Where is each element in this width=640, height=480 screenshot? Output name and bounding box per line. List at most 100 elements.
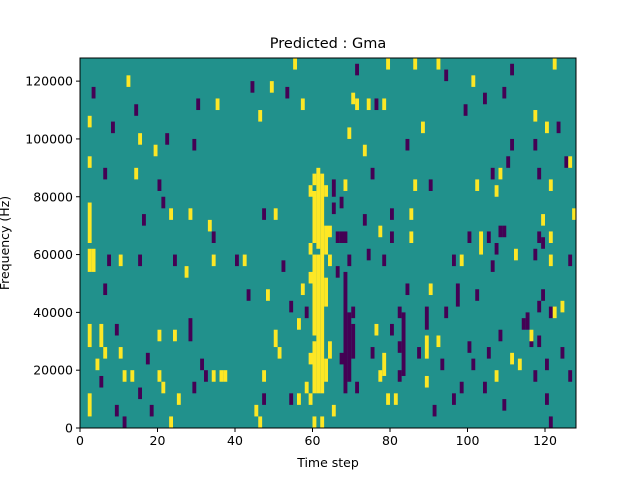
heatmap-cell-105: [328, 225, 332, 238]
heatmap-cell-167: [444, 69, 449, 82]
heatmap-cell-100: [324, 277, 329, 307]
heatmap-cell-69: [266, 289, 270, 301]
heatmap-cell-95: [316, 254, 321, 394]
heatmap-cell-144: [393, 393, 398, 405]
heatmap-cell-122: [351, 92, 356, 105]
heatmap-cell-130: [370, 167, 375, 180]
heatmap-cell-227: [552, 58, 557, 70]
heatmap-cell-154: [413, 58, 418, 70]
heatmap-cell-194: [502, 225, 507, 238]
heatmap-cell-2: [87, 248, 92, 272]
heatmap-cell-224: [548, 231, 553, 243]
heatmap-cell-92: [312, 254, 317, 336]
heatmap-cell-221: [548, 416, 553, 428]
heatmap-cell-129: [366, 248, 371, 261]
heatmap-cell-52: [207, 219, 212, 232]
heatmap-cell-174: [467, 231, 472, 243]
heatmap-cell-79: [297, 318, 301, 330]
heatmap-cell-75: [285, 86, 290, 99]
heatmap-cell-70: [269, 81, 274, 93]
y-axis-ticks: 0 20000 40000 60000 80000 100000 120000: [25, 74, 80, 436]
heatmap-cell-29: [142, 214, 146, 226]
heatmap-cell-111: [339, 352, 344, 365]
heatmap-cell-32: [153, 144, 158, 157]
heatmap-cell-13: [103, 167, 108, 180]
heatmap-cell-8: [95, 358, 100, 371]
heatmap-cell-139: [386, 393, 391, 405]
heatmap-cell-78: [293, 58, 298, 70]
heatmap-cell-107: [331, 202, 336, 215]
heatmap-cell-217: [541, 214, 546, 226]
heatmap-cell-148: [401, 312, 406, 376]
heatmap-cell-151: [409, 231, 414, 243]
heatmap-cell-223: [548, 254, 553, 267]
heatmap-cell-40: [169, 208, 174, 220]
x-tick-label: 20: [150, 433, 166, 448]
heatmap-cell-55: [211, 231, 216, 243]
heatmap-cell-28: [138, 133, 143, 145]
heatmap-cell-159: [424, 306, 429, 330]
heatmap-cell-49: [196, 98, 201, 111]
heatmap-cell-184: [486, 347, 491, 359]
y-tick-label: 120000: [25, 74, 73, 89]
x-axis-ticks: 0 20 40 60 80 100 120: [76, 428, 557, 448]
heatmap-cell-43: [176, 393, 181, 405]
heatmap-cell-84: [304, 381, 309, 394]
heatmap-cell-82: [300, 98, 305, 111]
y-tick-label: 40000: [33, 305, 73, 320]
y-tick-label: 60000: [33, 247, 73, 262]
heatmap-cell-189: [494, 243, 499, 255]
heatmap-cell-85: [308, 352, 313, 365]
heatmap-cell-115: [343, 231, 348, 243]
x-tick-label: 60: [305, 433, 321, 448]
heatmap-cell-233: [568, 370, 573, 382]
heatmap-cell-200: [510, 63, 515, 76]
plot-frame: [79, 57, 577, 429]
heatmap-cell-67: [262, 208, 267, 220]
heatmap-cell-112: [339, 231, 344, 243]
heatmap-cell-63: [254, 404, 259, 417]
heatmap-cell-20: [122, 370, 127, 382]
heatmap-cell-98: [320, 173, 325, 394]
heatmap-cell-22: [126, 75, 131, 87]
heatmap-cell-171: [459, 381, 464, 394]
heatmap-cell-202: [517, 358, 522, 371]
x-axis-label: Time step: [296, 455, 359, 470]
heatmap-cells: [87, 58, 577, 428]
heatmap-cell-119: [347, 127, 352, 139]
heatmap-cell-177: [471, 75, 476, 87]
heatmap-cell-23: [130, 370, 135, 382]
heatmap-cell-145: [397, 370, 402, 382]
heatmap-cell-61: [246, 289, 251, 301]
heatmap-cell-207: [533, 370, 538, 382]
heatmap-cell-232: [568, 254, 573, 267]
heatmap-cell-179: [475, 179, 480, 191]
heatmap-cell-186: [490, 167, 495, 180]
heatmap-cell-113: [339, 196, 344, 209]
heatmap-cell-90: [312, 416, 317, 428]
heatmap-cell-136: [382, 352, 387, 376]
heatmap-cell-191: [498, 329, 503, 342]
heatmap-cell-125: [355, 63, 360, 76]
heatmap-cell-157: [424, 375, 429, 388]
heatmap-cell-164: [436, 58, 441, 70]
heatmap-cell-143: [390, 231, 394, 243]
heatmap-cell-14: [107, 254, 112, 267]
y-tick-label: 100000: [25, 131, 73, 146]
heatmap-cell-170: [455, 283, 460, 307]
heatmap-cell-183: [483, 92, 487, 105]
heatmap-cell-206: [529, 329, 534, 342]
heatmap-cell-4: [87, 156, 92, 168]
y-tick-label: 80000: [33, 189, 73, 204]
heatmap-cell-81: [300, 283, 305, 296]
heatmap-cell-120: [351, 323, 356, 359]
heatmap-cell-59: [235, 254, 239, 267]
heatmap-cell-134: [378, 370, 383, 382]
heatmap-cell-126: [362, 214, 367, 226]
heatmap-cell-35: [157, 179, 162, 191]
heatmap-cell-230: [560, 300, 565, 313]
heatmap-cell-141: [390, 323, 394, 336]
heatmap-cell-10: [99, 323, 104, 348]
heatmap-cell-60: [242, 254, 247, 267]
heatmap-cell-62: [250, 81, 255, 93]
